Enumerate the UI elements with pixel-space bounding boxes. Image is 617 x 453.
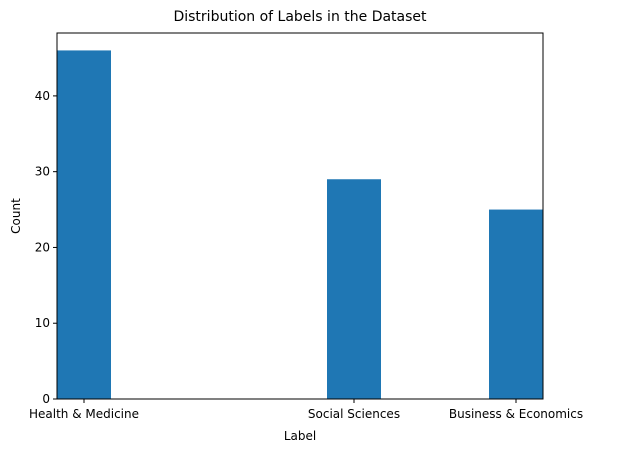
x-axis-label: Label <box>284 429 316 443</box>
y-tick-label: 0 <box>42 392 50 406</box>
plot-area <box>57 50 543 400</box>
x-tick-label: Social Sciences <box>308 407 400 421</box>
x-tick-label: Health & Medicine <box>29 407 139 421</box>
y-axis-label: Count <box>9 198 23 234</box>
bar-business-economics <box>489 209 543 399</box>
y-tick-label: 30 <box>35 165 50 179</box>
y-tick-label: 20 <box>35 240 50 254</box>
x-tick-label: Business & Economics <box>449 407 583 421</box>
bar-social-sciences <box>327 179 381 399</box>
chart-title: Distribution of Labels in the Dataset <box>173 9 427 25</box>
bar-health-medicine <box>57 50 111 400</box>
plot-frame <box>56 32 544 400</box>
y-tick-label: 10 <box>35 316 50 330</box>
y-tick-label: 40 <box>35 89 50 103</box>
